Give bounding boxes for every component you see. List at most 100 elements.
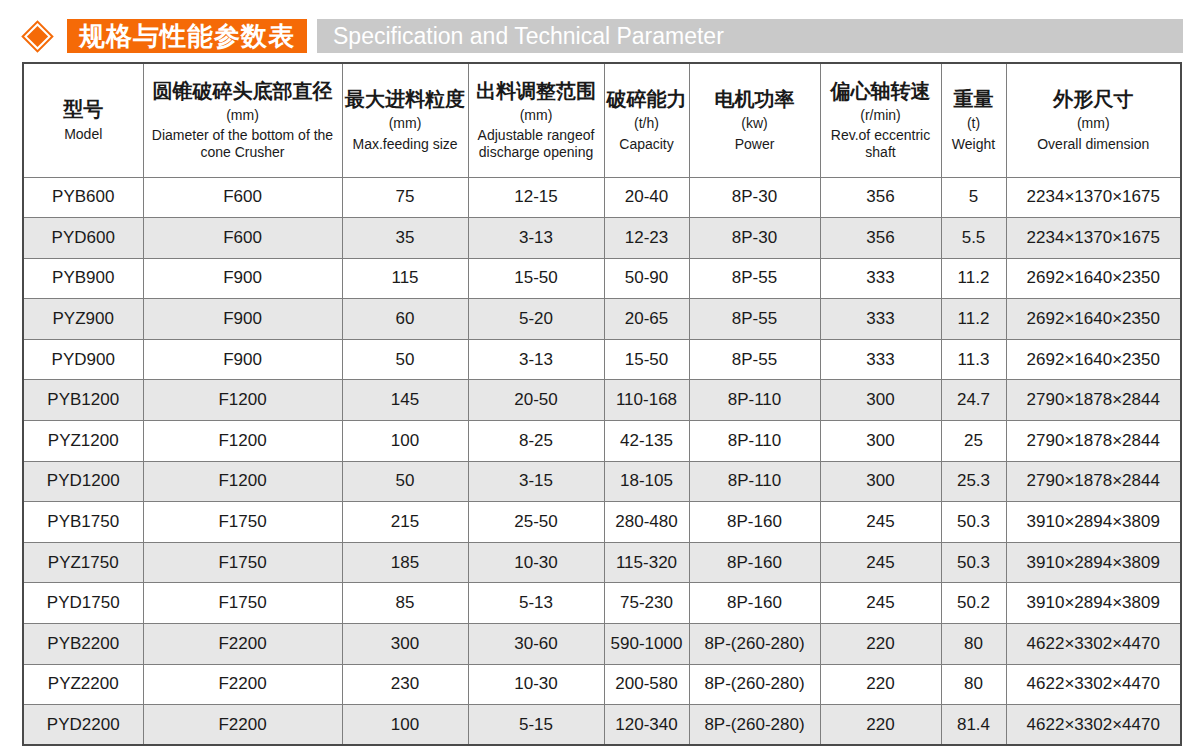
- table-row: PYB600F6007512-1520-408P-3035652234×1370…: [23, 177, 1181, 218]
- cell-discharge: 10-30: [468, 664, 604, 705]
- cell-weight: 80: [941, 664, 1006, 705]
- column-title-en: Capacity: [607, 136, 687, 153]
- diamond-icon: [21, 20, 54, 53]
- cell-discharge: 3-15: [468, 461, 604, 502]
- cell-dimension: 3910×2894×3809: [1006, 542, 1181, 583]
- column-unit: (mm): [1009, 116, 1179, 131]
- cell-power: 8P-30: [689, 218, 820, 259]
- column-title-zh: 破碎能力: [607, 88, 687, 110]
- cell-discharge: 10-30: [468, 542, 604, 583]
- cell-capacity: 280-480: [604, 502, 689, 543]
- cell-discharge: 5-15: [468, 705, 604, 746]
- cell-diameter: F1750: [143, 542, 342, 583]
- cell-power: 8P-30: [689, 177, 820, 218]
- column-header-discharge: 出料调整范围 (mm) Adjustable rangeof discharge o…: [468, 63, 604, 177]
- cell-max-feeding: 50: [342, 461, 468, 502]
- cell-rev: 220: [820, 624, 941, 665]
- cell-discharge: 20-50: [468, 380, 604, 421]
- cell-rev: 356: [820, 218, 941, 259]
- cell-rev: 220: [820, 664, 941, 705]
- cell-rev: 333: [820, 258, 941, 299]
- cell-model: PYD600: [23, 218, 143, 259]
- column-unit: (mm): [345, 116, 466, 131]
- column-header-rev: 偏心轴转速(r/min)Rev.of eccentric shaft: [820, 63, 941, 177]
- cell-diameter: F1750: [143, 502, 342, 543]
- cell-rev: 333: [820, 339, 941, 380]
- column-title-zh: 电机功率: [692, 88, 818, 110]
- table-row: PYB900F90011515-5050-908P-5533311.22692×…: [23, 258, 1181, 299]
- column-unit: (t/h): [607, 116, 687, 131]
- cell-dimension: 2692×1640×2350: [1006, 339, 1181, 380]
- column-title-en: Max.feeding size: [345, 136, 466, 153]
- cell-weight: 11.3: [941, 339, 1006, 380]
- column-header-diameter: 圆锥破碎头底部直径(mm)Diameter of the bottom of t…: [143, 63, 342, 177]
- cell-max-feeding: 60: [342, 299, 468, 340]
- column-title-zh: 圆锥破碎头底部直径: [146, 80, 340, 102]
- cell-weight: 25: [941, 421, 1006, 462]
- cell-power: 8P-55: [689, 299, 820, 340]
- column-unit: (mm): [471, 108, 602, 123]
- column-title-zh: 出料调整范围: [471, 80, 602, 102]
- cell-weight: 11.2: [941, 258, 1006, 299]
- cell-model: PYB2200: [23, 624, 143, 665]
- table-row: PYD900F900503-1315-508P-5533311.32692×16…: [23, 339, 1181, 380]
- cell-weight: 11.2: [941, 299, 1006, 340]
- cell-dimension: 4622×3302×4470: [1006, 624, 1181, 665]
- column-unit: (mm): [146, 108, 340, 123]
- cell-model: PYB1750: [23, 502, 143, 543]
- cell-dimension: 3910×2894×3809: [1006, 583, 1181, 624]
- cell-capacity: 120-340: [604, 705, 689, 746]
- cell-capacity: 12-23: [604, 218, 689, 259]
- cell-power: 8P-110: [689, 421, 820, 462]
- cell-discharge: 3-13: [468, 339, 604, 380]
- cell-capacity: 590-1000: [604, 624, 689, 665]
- diamond-icon-inner: [27, 25, 48, 46]
- cell-max-feeding: 100: [342, 705, 468, 746]
- cell-model: PYB600: [23, 177, 143, 218]
- cell-capacity: 20-40: [604, 177, 689, 218]
- cell-diameter: F600: [143, 177, 342, 218]
- cell-dimension: 2790×1878×2844: [1006, 380, 1181, 421]
- cell-weight: 5: [941, 177, 1006, 218]
- cell-power: 8P-(260-280): [689, 705, 820, 746]
- cell-max-feeding: 35: [342, 218, 468, 259]
- column-unit: (r/min): [823, 108, 939, 123]
- page-title-zh: 规格与性能参数表: [67, 19, 307, 53]
- cell-capacity: 18-105: [604, 461, 689, 502]
- cell-weight: 50.2: [941, 583, 1006, 624]
- cell-weight: 5.5: [941, 218, 1006, 259]
- header-row: 型号Model圆锥破碎头底部直径(mm)Diameter of the bott…: [23, 63, 1181, 177]
- cell-model: PYB900: [23, 258, 143, 299]
- cell-power: 8P-160: [689, 502, 820, 543]
- cell-model: PYZ1750: [23, 542, 143, 583]
- cell-max-feeding: 85: [342, 583, 468, 624]
- cell-capacity: 20-65: [604, 299, 689, 340]
- cell-max-feeding: 145: [342, 380, 468, 421]
- cell-diameter: F2200: [143, 664, 342, 705]
- column-header-power: 电机功率(kw)Power: [689, 63, 820, 177]
- column-title-en: Adjustable rangeof discharge opening: [471, 127, 602, 160]
- cell-discharge: 30-60: [468, 624, 604, 665]
- cell-dimension: 2790×1878×2844: [1006, 421, 1181, 462]
- cell-dimension: 4622×3302×4470: [1006, 664, 1181, 705]
- cell-max-feeding: 75: [342, 177, 468, 218]
- cell-diameter: F1200: [143, 380, 342, 421]
- cell-capacity: 42-135: [604, 421, 689, 462]
- cell-capacity: 50-90: [604, 258, 689, 299]
- cell-model: PYD900: [23, 339, 143, 380]
- column-header-max-feeding: 最大进料粒度 (mm) Max.feeding size: [342, 63, 468, 177]
- table-row: PYD1200F1200503-1518-1058P-11030025.3279…: [23, 461, 1181, 502]
- cell-dimension: 2692×1640×2350: [1006, 258, 1181, 299]
- cell-model: PYZ900: [23, 299, 143, 340]
- cell-rev: 300: [820, 380, 941, 421]
- table-row: PYB2200F220030030-60590-10008P-(260-280)…: [23, 624, 1181, 665]
- cell-dimension: 4622×3302×4470: [1006, 705, 1181, 746]
- cell-diameter: F1200: [143, 421, 342, 462]
- table-row: PYD1750F1750855-1375-2308P-16024550.2391…: [23, 583, 1181, 624]
- cell-capacity: 115-320: [604, 542, 689, 583]
- column-title-zh: 最大进料粒度: [345, 88, 466, 110]
- cell-dimension: 2234×1370×1675: [1006, 177, 1181, 218]
- title-bar: 规格与性能参数表 Specification and Technical Par…: [20, 16, 1183, 56]
- column-title-en: Model: [26, 126, 141, 143]
- cell-diameter: F1200: [143, 461, 342, 502]
